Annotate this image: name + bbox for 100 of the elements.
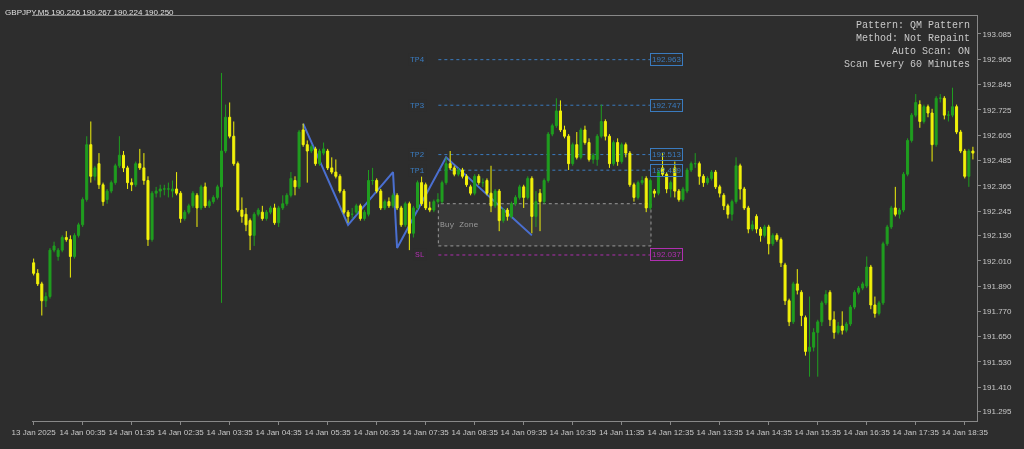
candlestick <box>497 188 501 232</box>
x-tick-label: 14 Jan 09:35 <box>500 427 548 437</box>
annotation: 192.513 <box>652 150 682 159</box>
candlestick <box>354 203 358 215</box>
candlestick <box>293 175 297 196</box>
x-tick-label: 14 Jan 18:35 <box>941 427 989 437</box>
y-tick-label: 193.085 <box>982 29 1013 39</box>
x-tick-label: 14 Jan 03:35 <box>206 427 254 437</box>
candlestick <box>669 180 673 198</box>
candlestick <box>489 165 493 213</box>
candlestick <box>309 144 313 154</box>
candlestick <box>967 148 971 188</box>
candlestick <box>636 180 640 201</box>
candlestick <box>571 142 575 167</box>
candlestick <box>313 146 317 167</box>
candlestick <box>477 173 481 186</box>
x-tick-label: 14 Jan 07:35 <box>402 427 450 437</box>
candlestick <box>922 104 926 125</box>
y-tick-label: 191.650 <box>982 332 1013 342</box>
candlestick <box>616 137 620 167</box>
candlestick <box>493 188 497 209</box>
candlestick <box>795 268 799 295</box>
candlestick <box>469 184 473 196</box>
chart-title: GBPJPY,M5 190.226 190.267 190.224 190.250 <box>5 8 175 18</box>
candlestick <box>918 99 922 129</box>
x-tick-label: 14 Jan 02:35 <box>157 427 205 437</box>
x-tick-label: 14 Jan 11:35 <box>598 427 646 437</box>
candlestick <box>575 131 579 160</box>
candlestick <box>407 201 411 251</box>
candlestick <box>367 169 371 217</box>
candlestick <box>219 72 223 304</box>
candlestick <box>297 129 301 190</box>
candlestick <box>893 186 897 217</box>
x-tick-label: 14 Jan 05:35 <box>304 427 352 437</box>
candlestick <box>644 175 648 213</box>
y-tick-label: 192.130 <box>982 231 1013 241</box>
candlestick <box>579 127 583 160</box>
candlestick <box>652 188 656 198</box>
candlestick <box>134 161 138 188</box>
candlestick <box>481 177 485 188</box>
candlestick <box>620 142 624 165</box>
candlestick <box>170 180 174 198</box>
candlestick <box>697 161 701 186</box>
y-tick-label: 192.725 <box>982 105 1013 115</box>
y-tick-label: 191.295 <box>982 407 1013 417</box>
candlestick <box>273 203 277 226</box>
ref-line-label: TP1 <box>410 166 425 175</box>
candlestick <box>252 211 256 247</box>
candlestick <box>767 224 771 255</box>
candlestick <box>420 175 424 207</box>
candlestick <box>750 220 754 232</box>
x-tick-label: 14 Jan 10:35 <box>549 427 597 437</box>
candlestick <box>942 95 946 120</box>
candlestick <box>195 192 199 228</box>
candlestick <box>391 192 395 209</box>
y-tick-label: 191.890 <box>982 281 1013 291</box>
candlestick <box>538 188 542 232</box>
candlestick <box>791 281 795 325</box>
candlestick <box>710 169 714 182</box>
candlestick <box>771 232 775 247</box>
candlestick <box>530 175 534 234</box>
candlestick <box>526 175 530 201</box>
annotation: 192.747 <box>652 101 682 110</box>
y-tick-label: 192.605 <box>982 130 1013 140</box>
annotation: Auto Scan: ON <box>892 46 971 57</box>
x-tick-label: 14 Jan 08:35 <box>451 427 499 437</box>
x-tick-label: 14 Jan 15:35 <box>794 427 842 437</box>
candlestick <box>501 207 505 224</box>
y-tick-label: 192.365 <box>982 181 1013 191</box>
line-series <box>302 122 533 250</box>
x-tick-label: 13 Jan 2025 <box>11 427 57 437</box>
candlestick <box>358 203 362 222</box>
annotation: Method: Not Repaint <box>856 33 971 44</box>
y-tick-label: 191.770 <box>982 307 1013 317</box>
annotation: Pattern: QM Pattern <box>856 20 971 31</box>
y-tick-label: 192.485 <box>982 156 1013 166</box>
candlestick <box>199 184 203 211</box>
candlestick <box>612 139 616 167</box>
candlestick <box>166 182 170 198</box>
candlestick <box>934 95 938 148</box>
x-tick-label: 14 Jan 01:35 <box>108 427 156 437</box>
candlestick <box>803 315 807 357</box>
candlestick <box>150 190 154 243</box>
candlestick <box>383 199 387 211</box>
candlestick <box>840 310 844 336</box>
ref-line-label: TP2 <box>410 150 425 159</box>
candlestick <box>951 87 954 118</box>
ref-line-label: TP4 <box>410 55 425 64</box>
candlestick <box>971 146 975 160</box>
x-tick-label: 14 Jan 04:35 <box>255 427 303 437</box>
annotation: 192.963 <box>652 55 682 64</box>
x-tick-label: 14 Jan 13:35 <box>696 427 744 437</box>
candlestick <box>763 224 767 238</box>
band-label: Buy Zone <box>440 220 479 229</box>
candlestick <box>158 184 162 198</box>
candlestick <box>473 173 477 196</box>
y-tick-label: 192.010 <box>982 256 1013 266</box>
candlestick <box>68 234 72 279</box>
candlestick <box>264 209 268 222</box>
candlestick <box>505 207 509 222</box>
